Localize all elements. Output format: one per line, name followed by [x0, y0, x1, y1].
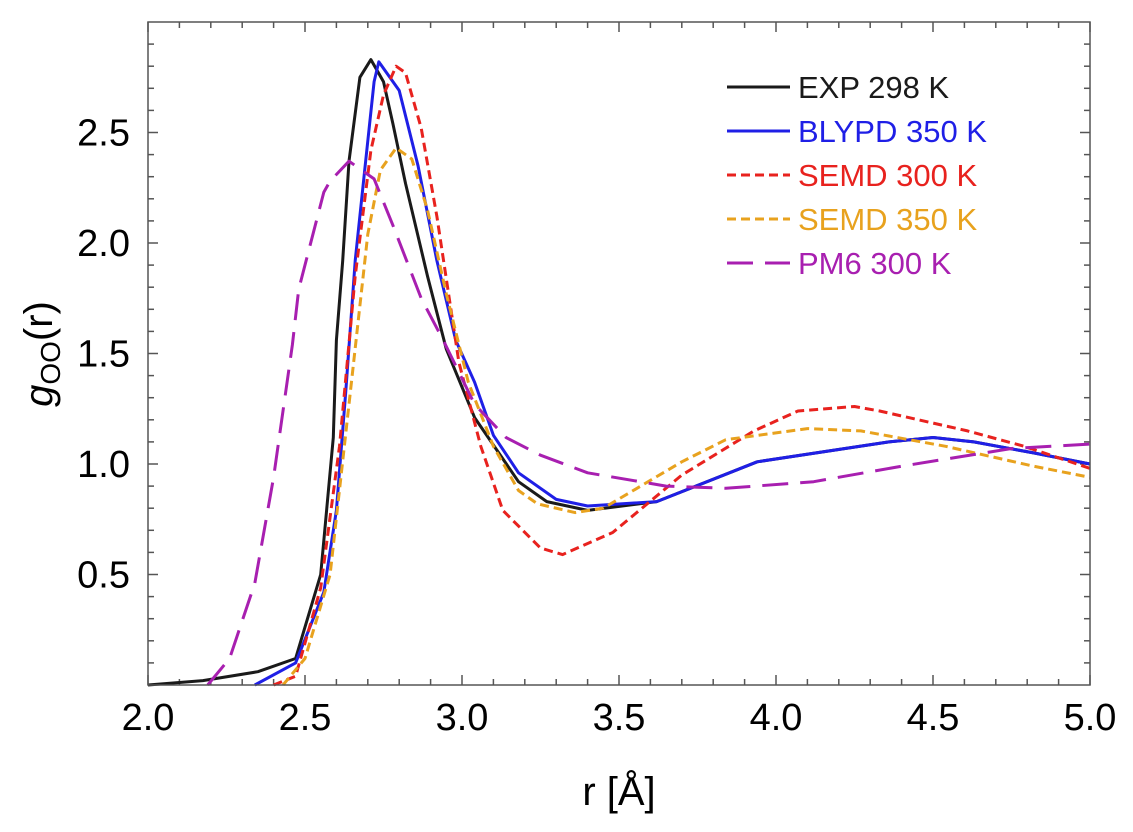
y-axis-label-main: g: [17, 385, 61, 407]
y-tick-label: 0.5: [77, 555, 130, 597]
x-tick-label: 4.0: [750, 697, 803, 739]
series-line-2: [273, 64, 1091, 687]
y-tick-label: 2.0: [77, 223, 130, 265]
legend-label: SEMD 300 K: [798, 158, 978, 193]
y-tick-label: 1.0: [77, 444, 130, 486]
x-axis-label: r [Å]: [582, 769, 655, 814]
y-axis-label-sub: OO: [35, 341, 66, 385]
series-line-4: [206, 159, 1091, 686]
x-tick-labels: 2.0 2.5 3.0 3.5 4.0 4.5 5.0: [122, 697, 1117, 739]
x-tick-label: 2.0: [122, 697, 175, 739]
y-tick-label: 2.5: [77, 113, 130, 155]
y-axis-label: gOO(r): [17, 301, 66, 407]
legend-label: BLYPD 350 K: [798, 114, 987, 149]
legend-label: EXP 298 K: [798, 70, 949, 105]
x-tick-label: 2.5: [279, 697, 332, 739]
series-line-1: [254, 60, 1091, 687]
series-line-3: [281, 146, 1091, 686]
plot-frame: [147, 21, 1091, 686]
y-tick-labels: 0.5 1.0 1.5 2.0 2.5: [77, 113, 130, 597]
x-tick-label: 5.0: [1064, 697, 1117, 739]
legend: EXP 298 K BLYPD 350 K SEMD 300 K SEMD 350 K…: [727, 70, 987, 281]
series-lines: [147, 58, 1091, 687]
x-tick-label: 4.5: [907, 697, 960, 739]
y-tick-label: 1.5: [77, 334, 130, 376]
legend-label: SEMD 350 K: [798, 202, 978, 237]
x-tick-label: 3.0: [436, 697, 489, 739]
legend-label: PM6 300 K: [798, 246, 952, 281]
y-axis-label-tail: (r): [17, 301, 61, 341]
x-tick-label: 3.5: [593, 697, 646, 739]
